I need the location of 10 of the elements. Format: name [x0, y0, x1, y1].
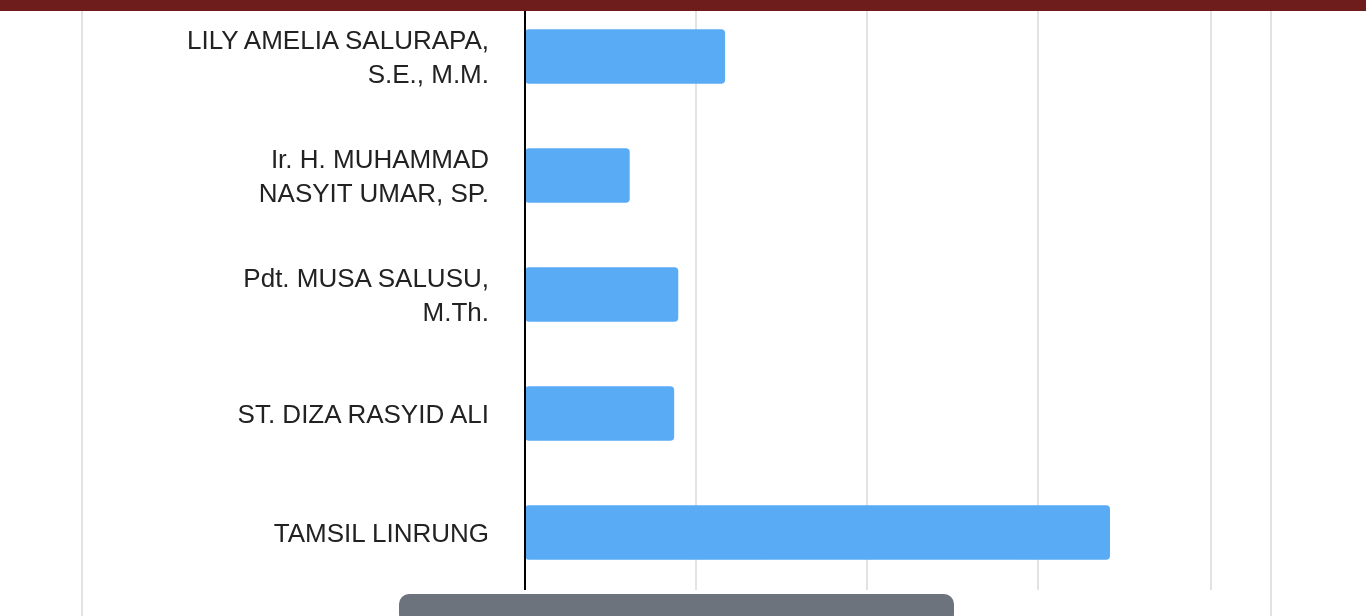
- y-tick-label: Pdt. MUSA SALUSU, M.Th.: [243, 262, 489, 327]
- y-tick-label: Ir. H. MUHAMMAD NASYIT UMAR, SP.: [258, 143, 489, 208]
- bar: [525, 148, 630, 203]
- bar: [525, 267, 679, 322]
- bar: [525, 505, 1110, 560]
- y-tick-label: TAMSIL LINRUNG: [273, 517, 489, 548]
- y-tick-label: LILY AMELIA SALURAPA, S.E., M.M.: [186, 24, 489, 89]
- bar: [525, 29, 726, 84]
- bar: [525, 386, 675, 441]
- y-tick-label: ST. DIZA RASYID ALI: [237, 398, 489, 429]
